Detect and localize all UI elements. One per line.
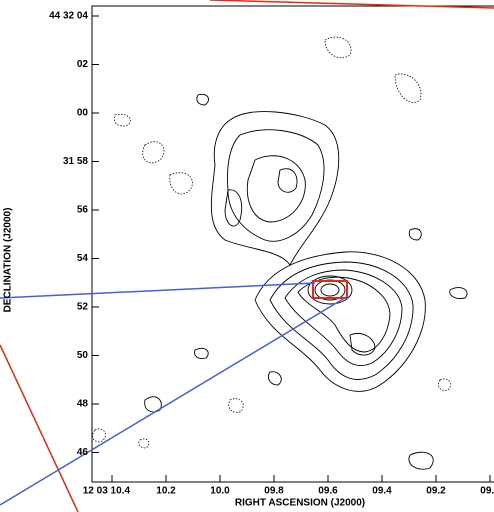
y-tick-label: 02 <box>77 59 89 70</box>
x-tick-label: 10.0 <box>210 486 230 497</box>
y-tick-label: 44 32 04 <box>49 11 88 22</box>
y-tick-label: 46 <box>77 447 89 458</box>
figure: DECLINATION (J2000) RIGHT ASCENSION (J20… <box>0 0 494 512</box>
y-tick-label: 31 58 <box>63 156 88 167</box>
x-axis-title: RIGHT ASCENSION (J2000) <box>235 498 365 509</box>
plot-frame <box>92 6 494 482</box>
y-tick-label: 56 <box>77 205 89 216</box>
y-tick-label: 54 <box>77 253 89 264</box>
pointer-line <box>0 345 78 512</box>
y-tick-label: 48 <box>77 399 89 410</box>
x-tick-label: 09.8 <box>264 486 284 497</box>
x-tick-label: 09.4 <box>372 486 392 497</box>
y-tick-label: 00 <box>77 108 89 119</box>
x-tick-label: 09.2 <box>426 486 446 497</box>
y-tick-label: 52 <box>77 302 89 313</box>
x-tick-label: 09.0 <box>480 486 494 497</box>
x-tick-label: 10.2 <box>156 486 176 497</box>
x-tick-label: 12 03 10.4 <box>83 486 131 497</box>
pointer-line <box>0 296 348 505</box>
pointer-line <box>210 0 494 8</box>
x-tick-label: 09.6 <box>318 486 338 497</box>
pointer-line <box>0 283 315 298</box>
contours <box>93 37 468 469</box>
y-tick-label: 50 <box>77 350 89 361</box>
y-axis-title: DECLINATION (J2000) <box>3 208 14 313</box>
